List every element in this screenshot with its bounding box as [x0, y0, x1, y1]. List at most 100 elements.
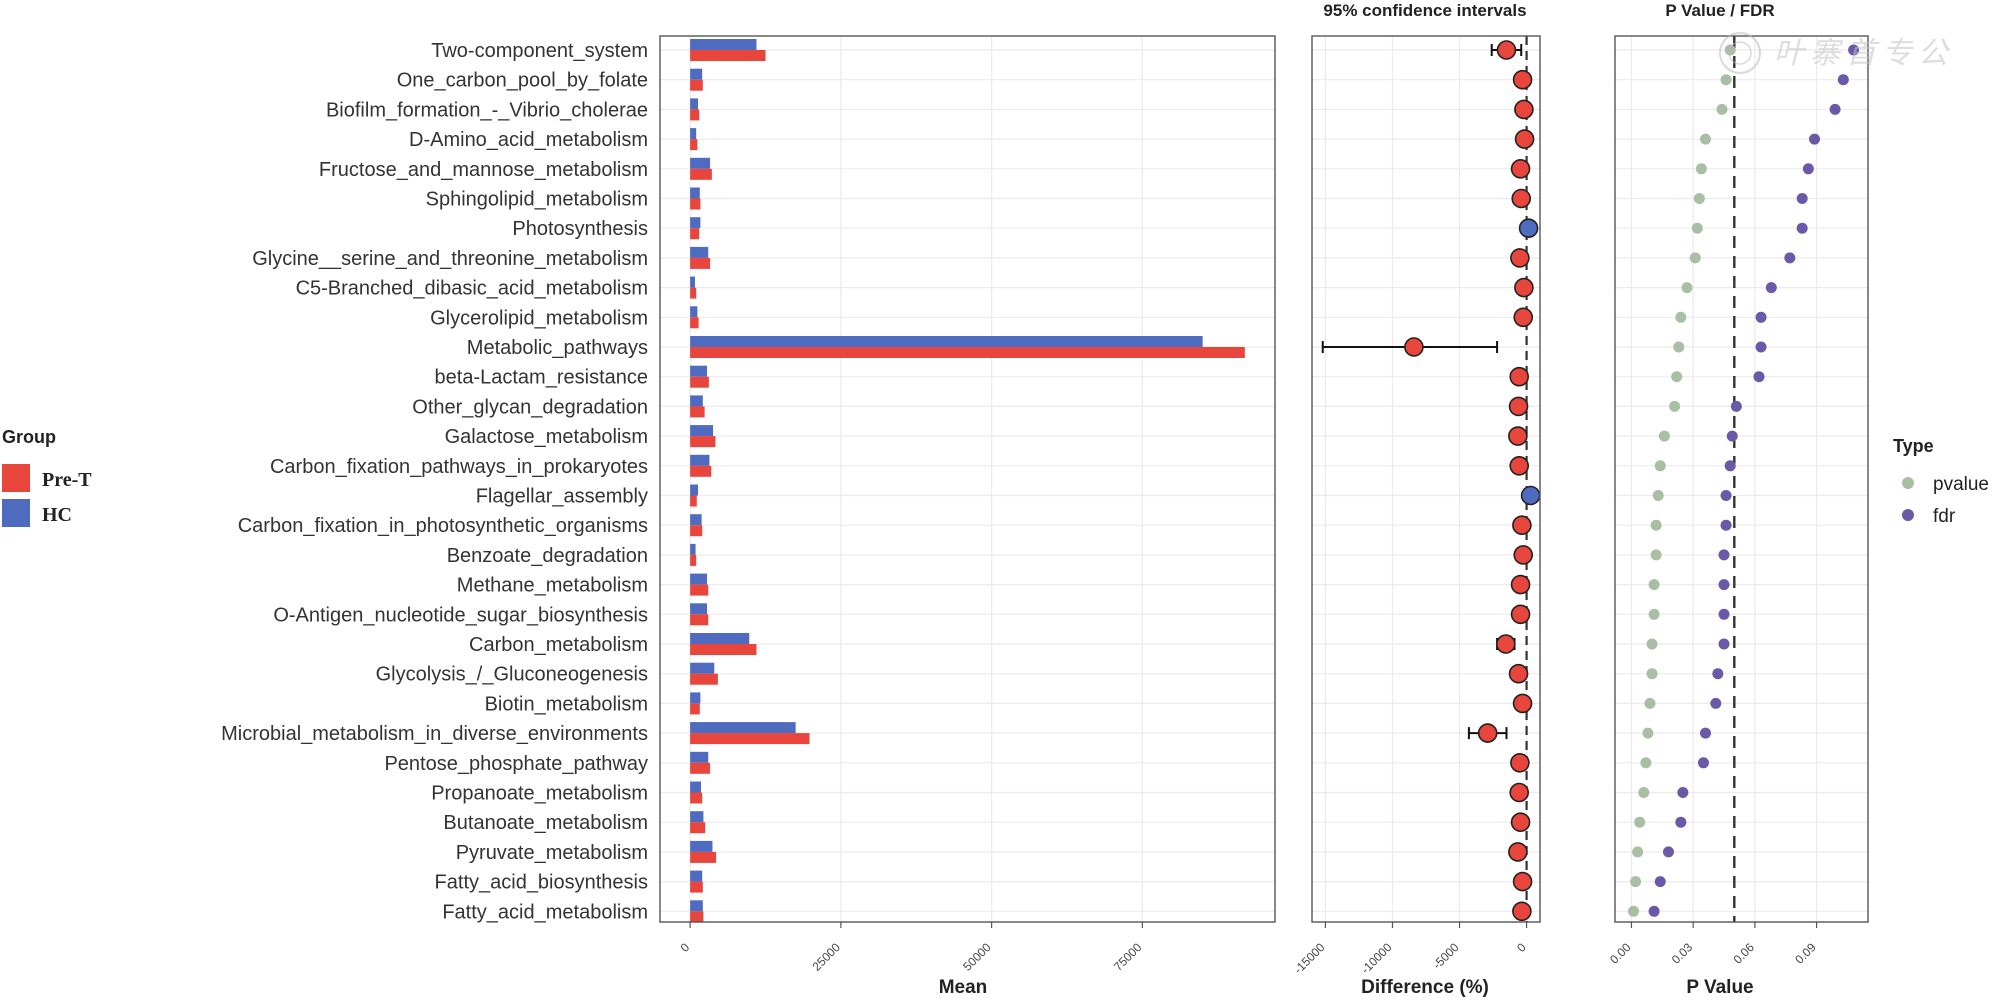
fdr-point [1712, 668, 1724, 680]
pvalue-point [1632, 846, 1644, 858]
panel-frames [659, 35, 1869, 923]
pvalue-point [1724, 44, 1736, 56]
bar-hc [690, 514, 702, 526]
ci-point [1510, 159, 1531, 179]
fdr-point [1848, 44, 1860, 56]
bar-pret [690, 317, 699, 329]
bar-pret [690, 168, 712, 180]
ci-x-axis-title: Difference (%) [1361, 977, 1489, 998]
bar-pret [690, 673, 718, 685]
bar-pret [690, 257, 711, 269]
fdr-point [1654, 876, 1666, 888]
ci-point [1477, 723, 1498, 743]
bar-pret [690, 50, 766, 61]
group-legend: Group Pre-T HC [2, 427, 92, 527]
fdr-point [1837, 74, 1849, 86]
fdr-point [1648, 905, 1660, 917]
fdr-point [1829, 103, 1841, 115]
pvalue-point [1720, 74, 1732, 86]
pvalue-point [1681, 282, 1693, 294]
fdr-point [1730, 400, 1742, 412]
pathway-label: Sphingolipid_metabolism [426, 189, 648, 211]
confidence-interval-layer [1321, 36, 1541, 922]
pvalue-point [1700, 133, 1712, 145]
ci-point [1404, 337, 1424, 357]
pvalue-point [1638, 787, 1650, 798]
bar-hc [690, 276, 695, 288]
legend-dot-pvalue [1902, 477, 1914, 489]
panel-background-3 [1615, 36, 1868, 922]
panel-frame-3 [1614, 35, 1869, 923]
pvalue-point [1689, 252, 1701, 264]
fdr-point [1718, 579, 1730, 591]
bar-pret [690, 79, 703, 91]
pathway-label: Galactose_metabolism [445, 426, 648, 448]
watermark: 叶寨首专公 [1719, 32, 1948, 74]
ci-point [1518, 218, 1539, 238]
ci-point [1512, 69, 1533, 90]
pathway-label: Carbon_fixation_pathways_in_prokaryotes [270, 456, 648, 478]
bar-hc [690, 900, 703, 912]
pvalue-point [1646, 668, 1658, 680]
pathway-label: Propanoate_metabolism [431, 783, 648, 805]
ci-x-tick-label: -10000 [1358, 940, 1395, 977]
ci-point [1520, 485, 1541, 506]
pvalue-point [1716, 103, 1728, 115]
pathway-label: Fatty_acid_metabolism [442, 901, 648, 923]
ci-point [1496, 634, 1516, 654]
pvalue-point [1646, 638, 1658, 650]
pathway-label: Flagellar_assembly [476, 486, 648, 508]
fdr-point [1755, 341, 1767, 353]
legend-swatch-pret [2, 464, 30, 492]
bar-pret [690, 228, 700, 240]
ci-point [1509, 455, 1530, 476]
fdr-point [1796, 193, 1808, 204]
ci-point [1496, 40, 1517, 60]
bar-hc [690, 840, 713, 852]
bar-pret [690, 198, 701, 210]
panel-frame-2 [1311, 35, 1541, 923]
bar-pret [690, 109, 700, 121]
bar-hc [690, 128, 697, 140]
bar-hc [690, 68, 703, 80]
bar-series-layer [690, 39, 1245, 923]
axes-layer: 0 25000 50000 75000 -15000 -10000 -5000 0 0.00 0.… [678, 922, 1819, 977]
fdr-point [1724, 460, 1736, 472]
pvalue-point [1630, 876, 1642, 888]
pvalue-point [1691, 222, 1703, 234]
pvalue-point [1695, 163, 1707, 175]
pvalue-point [1634, 816, 1646, 828]
fdr-point [1710, 697, 1722, 709]
bar-x-tick-label: 0 [678, 940, 693, 955]
pvalue-point [1648, 608, 1660, 620]
bar-hc [690, 157, 711, 169]
pvalue-point [1693, 193, 1705, 204]
bar-hc [690, 395, 703, 407]
fdr-point [1755, 311, 1767, 323]
legend-dot-fdr [1902, 509, 1914, 521]
pathway-label: Other_glycan_degradation [412, 396, 648, 418]
ci-point [1510, 248, 1530, 268]
fdr-point [1675, 816, 1687, 828]
pathway-label: Photosynthesis [512, 218, 648, 240]
pathway-label: Glycine__serine_and_threonine_metabolism [252, 248, 648, 270]
type-legend-title: Type [1893, 436, 1934, 456]
fdr-point [1802, 163, 1814, 175]
pathway-label: beta-Lactam_resistance [435, 367, 648, 389]
bar-pret [690, 525, 703, 537]
bar-pret [690, 406, 705, 418]
pathway-label: Carbon_fixation_in_photosynthetic_organi… [238, 515, 648, 537]
bar-hc [690, 811, 704, 823]
bar-hc [690, 306, 698, 318]
legend-label-pret: Pre-T [42, 469, 92, 491]
group-legend-title: Group [2, 427, 56, 447]
panel-background-1 [660, 36, 1275, 922]
p-x-axis-title: P Value [1686, 977, 1753, 998]
bar-pret [690, 347, 1245, 358]
bar-pret [690, 822, 706, 834]
ci-point [1513, 307, 1534, 328]
bar-hc [690, 662, 715, 674]
ci-point [1512, 901, 1532, 922]
fdr-point [1718, 549, 1730, 561]
